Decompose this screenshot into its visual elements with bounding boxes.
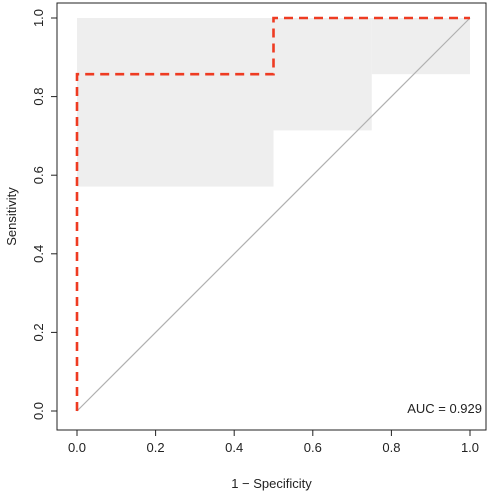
reference-diagonal xyxy=(76,17,471,412)
x-axis-label: 1 − Specificity xyxy=(231,476,312,491)
x-tick-label: 1.0 xyxy=(461,440,479,455)
confidence-band-rect xyxy=(77,18,274,187)
y-axis: 0.0 0.2 0.4 0.6 0.8 1.0 xyxy=(31,9,57,420)
y-axis-label: Sensitivity xyxy=(4,187,19,246)
confidence-band xyxy=(77,18,470,187)
y-tick-label: 1.0 xyxy=(31,9,46,27)
confidence-band-rect xyxy=(273,18,372,131)
x-tick-label: 0.4 xyxy=(225,440,243,455)
y-tick-label: 0.6 xyxy=(31,166,46,184)
x-axis: 0.0 0.2 0.4 0.6 0.8 1.0 xyxy=(68,430,479,455)
y-tick-label: 0.8 xyxy=(31,88,46,106)
x-tick-label: 0.2 xyxy=(147,440,165,455)
y-tick-label: 0.4 xyxy=(31,245,46,263)
y-tick-label: 0.2 xyxy=(31,323,46,341)
confidence-band-rect xyxy=(371,18,470,75)
auc-annotation: AUC = 0.929 xyxy=(407,401,482,416)
x-tick-label: 0.8 xyxy=(382,440,400,455)
plot-frame xyxy=(56,2,487,431)
x-tick-label: 0.6 xyxy=(304,440,322,455)
x-tick-label: 0.0 xyxy=(68,440,86,455)
y-tick-label: 0.0 xyxy=(31,402,46,420)
roc-curve xyxy=(75,16,470,411)
